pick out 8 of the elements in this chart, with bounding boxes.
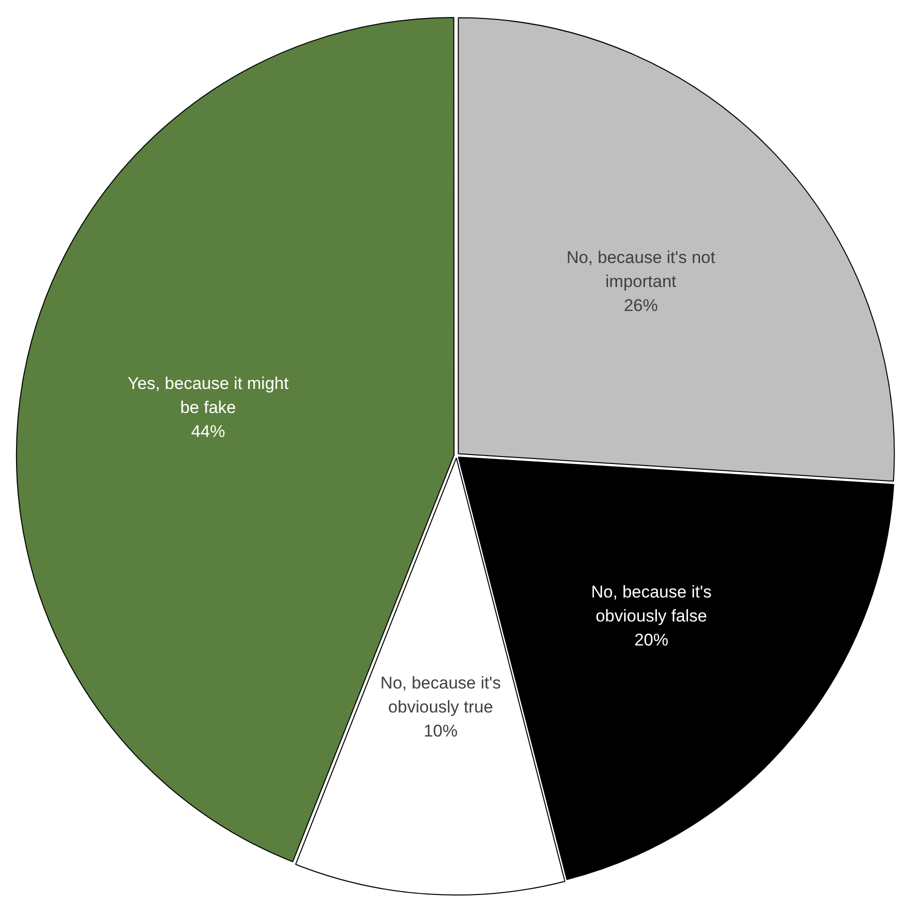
slice-label: Yes, because it might be fake <box>128 374 289 417</box>
slice-label: No, because it's obviously true <box>380 674 501 717</box>
slice-label: No, because it's obviously false <box>591 582 712 626</box>
data-label: 20% <box>634 630 668 650</box>
data-label: 10% <box>424 722 458 741</box>
data-label: 44% <box>191 422 226 441</box>
slice-label: No, because it's not important <box>566 248 716 292</box>
data-label: 26% <box>624 296 658 316</box>
